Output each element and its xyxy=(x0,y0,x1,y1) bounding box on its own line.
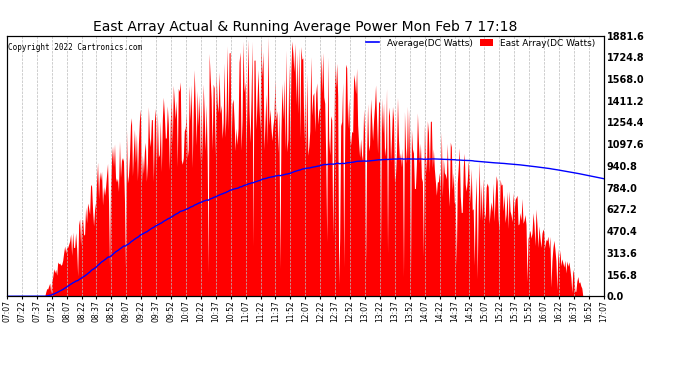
Title: East Array Actual & Running Average Power Mon Feb 7 17:18: East Array Actual & Running Average Powe… xyxy=(93,21,518,34)
Legend: Average(DC Watts), East Array(DC Watts): Average(DC Watts), East Array(DC Watts) xyxy=(362,35,599,51)
Text: Copyright 2022 Cartronics.com: Copyright 2022 Cartronics.com xyxy=(8,44,142,52)
